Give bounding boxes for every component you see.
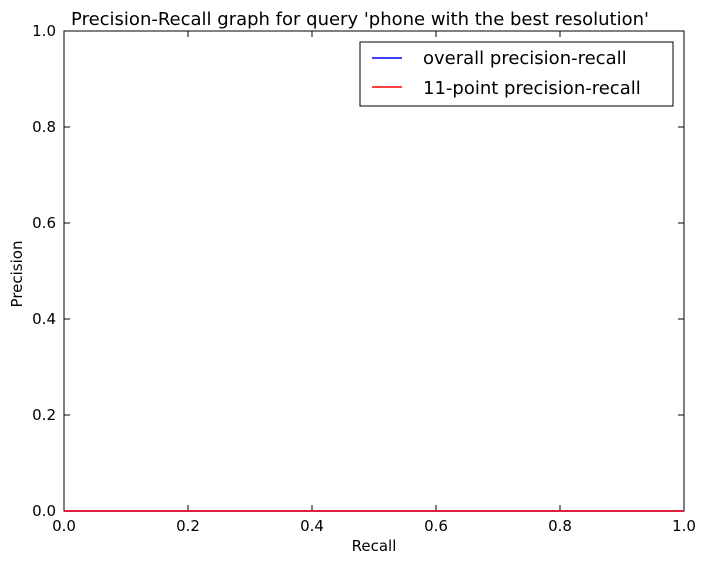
x-axis-ticks: 0.0 0.2 0.4 0.6 0.8 1.0 [52, 31, 696, 535]
y-axis-ticks: 0.0 0.2 0.4 0.6 0.8 1.0 [32, 22, 684, 520]
y-tick-label-1: 0.2 [32, 406, 56, 424]
y-tick-label-4: 0.8 [32, 118, 56, 136]
x-tick-label-0: 0.0 [52, 517, 76, 535]
x-tick-label-1: 0.2 [176, 517, 200, 535]
y-tick-label-2: 0.4 [32, 310, 56, 328]
x-tick-label-4: 0.8 [548, 517, 572, 535]
y-tick-label-0: 0.0 [32, 502, 56, 520]
chart-title: Precision-Recall graph for query 'phone … [71, 9, 649, 30]
legend-label-overall: overall precision-recall [423, 48, 627, 69]
legend-label-11-point: 11-point precision-recall [423, 78, 641, 99]
plot-area [63, 30, 685, 512]
y-axis-label: Precision [8, 241, 26, 308]
x-axis-label: Recall [352, 537, 397, 555]
y-tick-label-3: 0.6 [32, 214, 56, 232]
y-tick-label-5: 1.0 [32, 22, 56, 40]
x-tick-label-3: 0.6 [424, 517, 448, 535]
x-tick-label-5: 1.0 [672, 517, 696, 535]
legend: overall precision-recall 11-point precis… [359, 41, 674, 107]
legend-box [359, 41, 674, 107]
x-tick-label-2: 0.4 [300, 517, 324, 535]
